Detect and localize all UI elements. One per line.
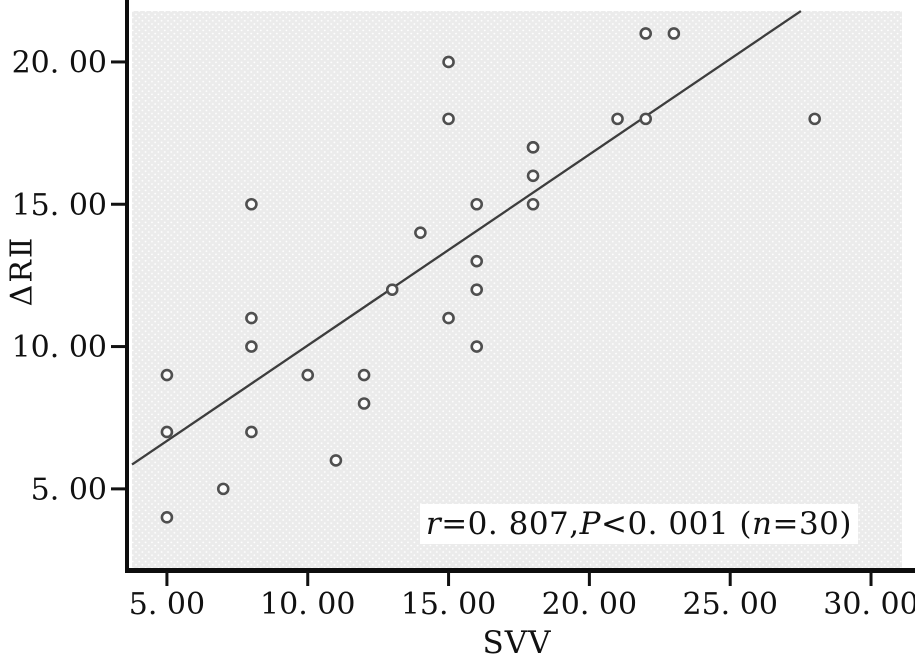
data-point — [245, 425, 258, 439]
data-points — [160, 27, 821, 524]
data-point — [216, 482, 230, 496]
data-point — [808, 112, 821, 126]
stat-r-symbol: r — [425, 506, 442, 542]
data-point — [470, 283, 484, 296]
x-tick-label: 20. 00 — [542, 587, 637, 622]
data-point — [301, 368, 315, 382]
stat-n-symbol: n — [752, 506, 773, 542]
regression-line — [131, 10, 802, 466]
data-point — [245, 340, 258, 353]
x-tick-label: 30. 00 — [823, 587, 915, 622]
data-point — [357, 368, 371, 382]
data-point — [160, 425, 174, 439]
y-axis-title: ΔRⅡ — [4, 235, 40, 307]
x-tick — [728, 571, 732, 586]
stat-r-value: =0. 807, — [441, 506, 580, 542]
data-point — [639, 112, 653, 126]
stat-p-symbol: P — [579, 506, 601, 542]
stats-annotation: r=0. 807,P<0. 001 (n=30) — [419, 504, 858, 544]
data-point — [160, 511, 174, 524]
axis-tick-labels: 5. 00 10. 00 15. 00 20. 00 25. 00 30. 00 5. 00… — [12, 45, 915, 622]
data-point — [245, 311, 258, 325]
data-point — [526, 141, 540, 154]
data-point — [442, 112, 455, 126]
x-tick — [587, 571, 591, 586]
x-tick-label: 15. 00 — [401, 587, 496, 622]
y-axis-line — [125, 0, 129, 573]
y-tick-label: 20. 00 — [12, 45, 107, 80]
x-tick — [869, 571, 873, 586]
y-tick — [111, 60, 125, 64]
data-point — [470, 340, 484, 353]
stat-n-value: =30) — [772, 506, 852, 542]
data-point — [329, 454, 343, 467]
x-tick — [447, 571, 451, 586]
data-point — [470, 254, 484, 268]
x-tick-label: 25. 00 — [682, 587, 777, 622]
data-point — [245, 197, 258, 211]
x-tick-label: 5. 00 — [129, 587, 205, 622]
data-point — [385, 283, 399, 296]
data-point — [357, 397, 371, 410]
data-point — [414, 226, 427, 240]
data-point — [526, 169, 540, 183]
axis-ticks — [111, 60, 873, 586]
plot-area — [132, 11, 902, 568]
data-point — [442, 55, 455, 69]
data-point — [470, 197, 484, 211]
y-tick — [111, 487, 125, 491]
x-tick-label: 10. 00 — [260, 587, 355, 622]
y-tick-label: 5. 00 — [31, 472, 107, 507]
data-point — [442, 311, 455, 325]
x-tick — [306, 571, 310, 586]
data-point — [639, 27, 653, 40]
y-tick — [111, 202, 125, 206]
y-tick — [111, 345, 125, 349]
x-axis-line — [125, 568, 915, 573]
y-tick-label: 10. 00 — [12, 330, 107, 365]
x-tick — [165, 571, 169, 586]
data-point — [667, 27, 681, 40]
data-point — [160, 368, 174, 382]
x-axis-title: SVV — [482, 625, 552, 661]
y-tick-label: 15. 00 — [12, 188, 107, 223]
data-point — [526, 197, 540, 211]
stat-p-value: <0. 001 ( — [600, 506, 753, 542]
data-point — [611, 112, 624, 126]
